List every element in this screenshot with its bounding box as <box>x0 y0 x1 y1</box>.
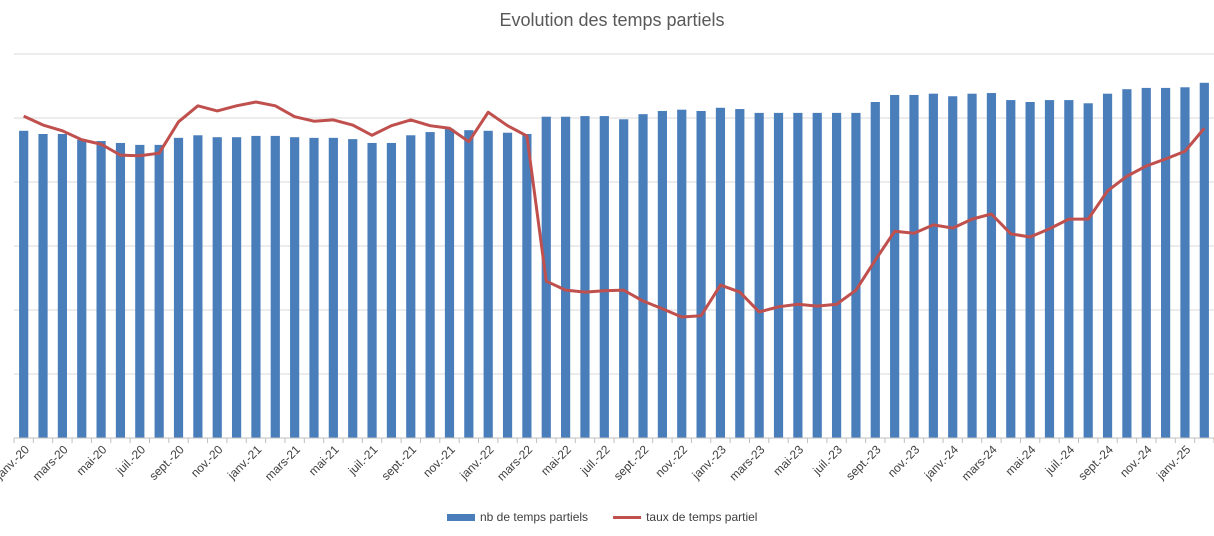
bar <box>290 137 300 438</box>
chart-title: Evolution des temps partiels <box>499 10 724 30</box>
bar <box>677 109 687 439</box>
bar <box>444 128 455 438</box>
legend-label: nb de temps partiels <box>480 510 588 524</box>
bar <box>19 130 29 439</box>
bar <box>561 116 571 438</box>
bar <box>173 137 184 438</box>
bar <box>38 134 48 438</box>
bar <box>135 144 145 438</box>
bar <box>57 134 67 438</box>
bar <box>1102 93 1113 439</box>
bar <box>309 137 319 438</box>
bar <box>870 102 880 438</box>
bar <box>1161 87 1171 439</box>
legend-swatch <box>447 514 475 521</box>
legend-label: taux de temps partiel <box>646 510 757 524</box>
bar <box>77 139 87 438</box>
bar <box>1141 87 1151 439</box>
bar <box>812 112 822 438</box>
bar <box>1044 100 1055 438</box>
bar <box>773 112 784 438</box>
bar <box>696 110 706 439</box>
bar <box>1083 103 1093 438</box>
bar <box>502 132 513 438</box>
bar <box>909 94 919 439</box>
bar <box>793 112 803 438</box>
bar <box>948 96 958 439</box>
bar <box>851 112 861 438</box>
bar <box>638 114 648 438</box>
bar <box>657 110 667 439</box>
bar <box>754 112 764 438</box>
line <box>23 100 1206 319</box>
bar <box>251 135 261 439</box>
bar <box>483 130 493 439</box>
bar <box>348 139 358 438</box>
bar <box>967 93 977 439</box>
bar <box>96 141 106 439</box>
bar <box>986 93 997 438</box>
bar <box>715 107 726 438</box>
bar <box>735 109 745 438</box>
bar <box>406 135 416 438</box>
bar <box>928 93 938 439</box>
bar <box>212 137 222 438</box>
bar <box>890 94 900 439</box>
bar <box>367 142 377 438</box>
bar <box>619 119 629 438</box>
bar <box>1025 102 1035 438</box>
bar <box>580 116 590 438</box>
bar <box>328 137 338 438</box>
bar <box>193 135 203 438</box>
bar <box>1064 100 1074 438</box>
bar <box>522 134 532 438</box>
bar <box>1006 100 1016 438</box>
bar <box>1180 87 1190 438</box>
bar <box>270 135 280 439</box>
bar <box>386 142 397 438</box>
bar <box>599 116 609 438</box>
bar <box>464 130 474 438</box>
bar <box>1122 89 1132 438</box>
bar <box>154 144 164 438</box>
bar <box>231 137 242 438</box>
bar <box>831 112 842 438</box>
bar <box>115 142 126 438</box>
bar <box>425 132 435 438</box>
bar <box>1199 82 1209 439</box>
